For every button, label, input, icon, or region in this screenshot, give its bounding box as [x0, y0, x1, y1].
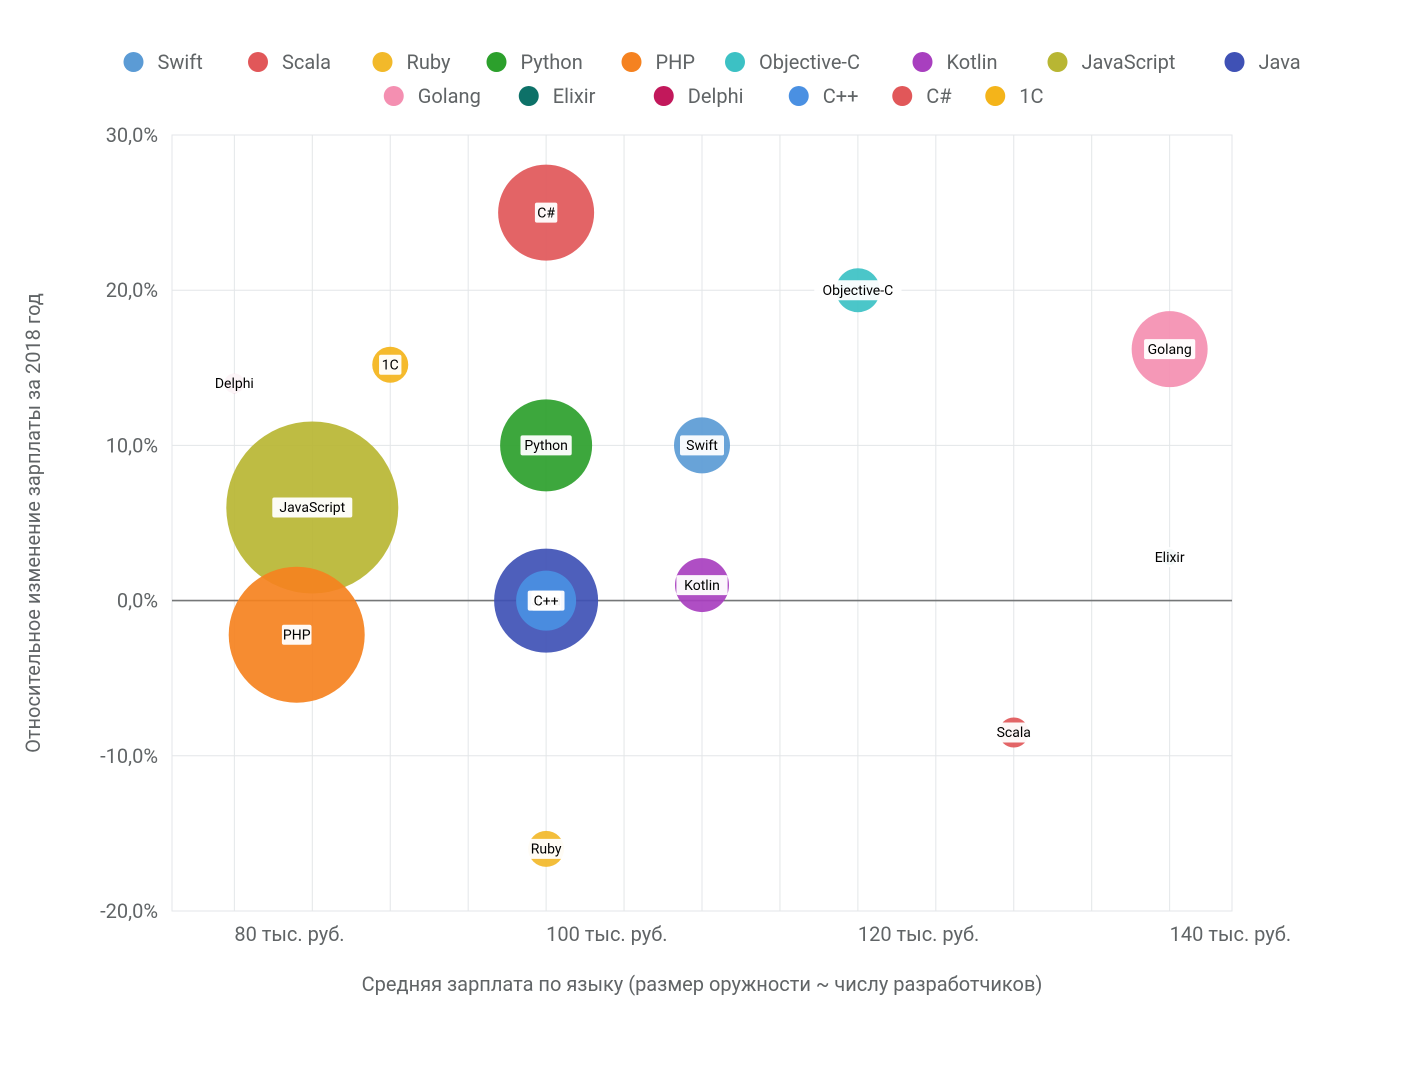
- legend-dot: [373, 52, 393, 72]
- x-tick-label: 100 тыс. руб.: [546, 922, 667, 946]
- y-tick-label: 0,0%: [117, 589, 158, 613]
- legend-item[interactable]: Scala: [248, 50, 331, 74]
- legend-label: Python: [521, 50, 583, 74]
- legend-label: Scala: [282, 50, 331, 74]
- x-tick-label: 140 тыс. руб.: [1170, 922, 1291, 946]
- x-axis-title: Средняя зарплата по языку (размер оружно…: [362, 972, 1043, 996]
- bubble-label-text: Swift: [686, 438, 718, 454]
- bubble-label-Kotlin: Kotlin: [676, 575, 727, 595]
- legend-item[interactable]: Delphi: [654, 84, 744, 108]
- bubble-label-Golang: Golang: [1144, 339, 1195, 359]
- bubble-label-text: Delphi: [215, 376, 254, 392]
- legend-item[interactable]: PHP: [622, 50, 696, 74]
- bubble-label-text: C++: [534, 593, 559, 609]
- bubble-label-text: PHP: [283, 627, 311, 643]
- legend-dot: [248, 52, 268, 72]
- legend-item[interactable]: C#: [892, 84, 952, 108]
- y-tick-label: -10,0%: [100, 744, 158, 768]
- legend-item[interactable]: Java: [1225, 50, 1301, 74]
- legend-label: C#: [926, 84, 952, 108]
- legend-item[interactable]: Elixir: [519, 84, 596, 108]
- bubble-chart: Swift Scala Ruby Python PHP Objective-C Kotlin…: [0, 0, 1424, 1076]
- legend-label: Delphi: [688, 84, 744, 108]
- legend-dot: [1048, 52, 1068, 72]
- legend-dot: [487, 52, 507, 72]
- legend-dot: [654, 86, 674, 106]
- legend-item[interactable]: Objective-C: [725, 50, 860, 74]
- bubble-label-text: Scala: [997, 725, 1031, 741]
- bubble-label-text: Ruby: [531, 842, 562, 858]
- legend-item[interactable]: Swift: [124, 50, 203, 74]
- legend-dot: [913, 52, 933, 72]
- x-tick-label: 120 тыс. руб.: [858, 922, 979, 946]
- y-tick-label: 10,0%: [106, 433, 158, 457]
- legend-item[interactable]: C++: [789, 84, 859, 108]
- x-tick-label: 80 тыс. руб.: [234, 922, 344, 946]
- legend-item[interactable]: JavaScript: [1048, 50, 1176, 74]
- legend-label: C++: [823, 84, 859, 108]
- legend-item[interactable]: Python: [487, 50, 583, 74]
- legend-dot: [622, 52, 642, 72]
- legend-dot: [1225, 52, 1245, 72]
- bubble-label-Python: Python: [521, 435, 572, 455]
- legend-label: PHP: [656, 50, 696, 74]
- y-tick-label: 20,0%: [106, 278, 158, 302]
- legend-dot: [519, 86, 539, 106]
- legend-label: Objective-C: [759, 50, 860, 74]
- bubble-label-C#: C#: [535, 203, 557, 223]
- bubble-label-1C: 1C: [379, 355, 401, 375]
- y-tick-label: 30,0%: [106, 123, 158, 147]
- legend-dot: [384, 86, 404, 106]
- bubble-label-JavaScript: JavaScript: [272, 497, 352, 517]
- legend: Swift Scala Ruby Python PHP Objective-C Kotlin…: [124, 50, 1301, 108]
- bubble-label-Scala: Scala: [992, 723, 1036, 743]
- bubble-label-text: JavaScript: [279, 500, 345, 516]
- y-tick-label: -20,0%: [100, 899, 158, 923]
- legend-label: Ruby: [407, 50, 451, 74]
- legend-label: JavaScript: [1082, 50, 1176, 74]
- legend-item[interactable]: 1C: [985, 84, 1043, 108]
- bubble-label-text: 1C: [382, 357, 399, 373]
- legend-label: Kotlin: [947, 50, 998, 74]
- legend-item[interactable]: Ruby: [373, 50, 451, 74]
- bubble-label-Swift: Swift: [680, 435, 724, 455]
- legend-label: Java: [1259, 50, 1301, 74]
- legend-dot: [892, 86, 912, 106]
- bubble-label-Objective-C: Objective-C: [814, 280, 901, 300]
- bubble-label-Elixir: Elixir: [1144, 547, 1195, 567]
- bubble-label-text: Python: [524, 438, 568, 454]
- legend-dot: [725, 52, 745, 72]
- legend-label: Elixir: [553, 84, 596, 108]
- legend-label: 1C: [1019, 84, 1043, 108]
- bubble-label-C++: C++: [531, 591, 561, 611]
- bubble-label-Delphi: Delphi: [209, 373, 260, 393]
- bubbles: JavaScriptPHPJavaC#PythonGolangC++SwiftK…: [209, 165, 1208, 867]
- bubble-label-Ruby: Ruby: [528, 839, 565, 859]
- legend-item[interactable]: Golang: [384, 84, 481, 108]
- bubble-label-text: Objective-C: [823, 283, 894, 299]
- bubble-label-PHP: PHP: [282, 625, 312, 645]
- legend-dot: [985, 86, 1005, 106]
- legend-label: Swift: [158, 50, 203, 74]
- legend-item[interactable]: Kotlin: [913, 50, 998, 74]
- bubble-label-text: C#: [537, 205, 555, 221]
- bubble-label-text: Golang: [1148, 342, 1192, 358]
- legend-dot: [789, 86, 809, 106]
- y-axis-title: Относительное изменение зарплаты за 2018…: [21, 293, 45, 753]
- bubble-label-text: Elixir: [1155, 550, 1185, 566]
- legend-dot: [124, 52, 144, 72]
- legend-label: Golang: [418, 84, 481, 108]
- bubble-label-text: Kotlin: [684, 578, 720, 594]
